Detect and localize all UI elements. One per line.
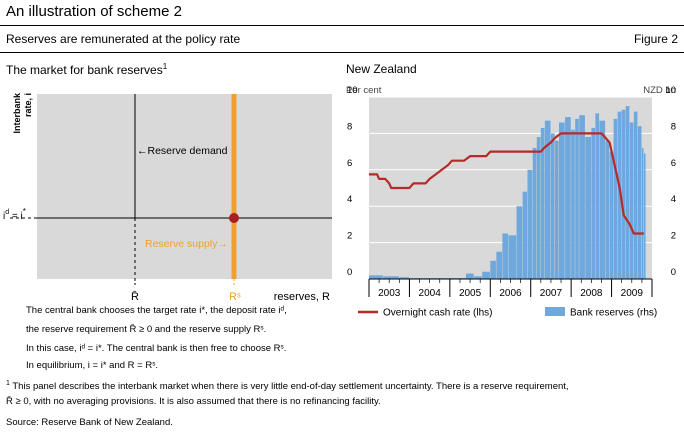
x-tick-year: 2008: [580, 288, 603, 299]
reserves-bar: [516, 206, 523, 279]
y-axis-label-line2: rate, i: [23, 93, 33, 117]
reserves-bar: [609, 151, 614, 279]
x-tick-rs: Rˢ: [229, 291, 241, 303]
rate-label-d: d: [5, 209, 9, 216]
y-tick-right: 0: [671, 267, 676, 278]
ocr-line: [369, 132, 644, 235]
figure-label: Figure 2: [633, 32, 678, 46]
y-tick-left: 8: [347, 121, 352, 132]
y-tick-right: 4: [671, 194, 676, 205]
reserves-bar: [550, 133, 555, 279]
reserves-bar: [643, 153, 646, 279]
reserves-bar: [540, 127, 545, 279]
footnote-1-mark: 1: [6, 380, 10, 387]
reserves-bar: [579, 115, 585, 279]
subheader-rule: [0, 52, 684, 53]
reserves-bar: [599, 120, 606, 279]
footnote-1: 1 This panel describes the interbank mar…: [6, 380, 569, 393]
reserves-bar: [527, 169, 533, 279]
y-tick-left: 4: [347, 194, 352, 205]
reserve-supply-label: Reserve supply→: [145, 238, 228, 250]
reserves-bar: [617, 111, 622, 279]
reserves-bar: [613, 118, 618, 279]
diagram-plot-area: [37, 94, 332, 279]
reserves-bar: [536, 137, 541, 279]
x-tick-year: 2003: [378, 288, 401, 299]
right-unit-label: NZD bn: [643, 85, 676, 96]
y-tick-left: 6: [347, 158, 352, 169]
nz-panel-title: New Zealand: [346, 62, 417, 76]
reserves-bar: [522, 191, 528, 279]
y-tick-left: 10: [347, 85, 358, 96]
header-rule: [0, 25, 684, 26]
x-axis-label: reserves, R: [274, 291, 330, 303]
left-unit-label: Per cent: [346, 85, 382, 96]
diagram-description-2: the reserve requirement R̄ ≥ 0 and the r…: [26, 324, 267, 335]
rate-label-i: i: [3, 211, 5, 222]
reserves-bar: [474, 276, 482, 279]
equilibrium-point: [229, 213, 239, 223]
legend-reserves-swatch: [545, 307, 565, 316]
diagram-description-3: In this case, iᵈ = i*. The central bank …: [26, 343, 287, 354]
reserves-bar: [399, 277, 410, 279]
reserves-bar: [621, 109, 626, 280]
x-tick-year: 2007: [540, 288, 563, 299]
rate-label: id = i*: [3, 207, 26, 222]
reserves-bar: [532, 147, 537, 279]
legend-reserves-label: Bank reserves (rhs): [570, 308, 657, 319]
reserves-bar: [591, 127, 595, 279]
x-tick-year: 2005: [459, 288, 482, 299]
x-tick-year: 2006: [499, 288, 522, 299]
x-tick-rbar: R̄: [131, 290, 139, 303]
reserves-bar: [641, 147, 644, 279]
y-tick-right: 8: [671, 121, 676, 132]
reserves-bar: [585, 137, 591, 279]
y-tick-left: 2: [347, 231, 352, 242]
x-tick-year: 2009: [621, 288, 644, 299]
reserves-bar: [571, 129, 575, 279]
y-tick-left: 0: [347, 267, 352, 278]
page-title: An illustration of scheme 2: [6, 3, 182, 20]
y-tick-right: 2: [671, 231, 676, 242]
footnote-mark: 1: [162, 62, 168, 71]
footnote-2: R̄ ≥ 0, with no averaging provisions. It…: [6, 396, 381, 407]
left-panel-title: The market for bank reserves1: [6, 62, 168, 77]
reserves-bar: [466, 273, 474, 279]
reserves-bar: [544, 120, 551, 279]
reserve-demand-label: ←Reserve demand: [137, 145, 228, 157]
reserves-bar: [496, 251, 503, 279]
reserves-bar: [595, 113, 600, 279]
y-tick-right: 6: [671, 158, 676, 169]
diagram-description-4: In equilibrium, i = i* and R = Rˢ.: [26, 360, 159, 371]
source-note: Source: Reserve Bank of New Zealand.: [6, 417, 173, 428]
reserves-bar: [502, 233, 509, 279]
reserves-bar: [490, 260, 496, 279]
reserves-bar: [575, 118, 579, 279]
reserves-bar: [482, 271, 490, 279]
reserves-bar: [383, 276, 399, 279]
rate-label-star: *: [23, 207, 26, 216]
reserves-bar: [554, 140, 559, 279]
reserves-bar: [629, 122, 634, 279]
reserves-bar: [605, 140, 610, 279]
reserves-bar: [559, 122, 565, 279]
nz-plot-area: 0 0 2 2 4 4 6 6 8 8 10 10 2003 2004 2005 2006 2007 2008 20…: [347, 85, 676, 319]
reserves-bar: [625, 106, 630, 279]
y-tick-right: 10: [665, 85, 676, 96]
y-axis-label-line1: Interbank: [12, 92, 22, 134]
diagram-description-1: The central bank chooses the target rate…: [26, 305, 287, 316]
page-subtitle: Reserves are remunerated at the policy r…: [6, 32, 241, 46]
rate-label-eq: = i: [9, 211, 23, 222]
x-tick-year: 2004: [419, 288, 442, 299]
reserves-bar: [565, 117, 571, 280]
reserves-bar: [633, 111, 638, 279]
reserves-bar: [369, 275, 383, 279]
reserves-bar: [508, 235, 517, 279]
legend-ocr-label: Overnight cash rate (lhs): [383, 308, 493, 319]
reserves-bar: [637, 126, 642, 280]
